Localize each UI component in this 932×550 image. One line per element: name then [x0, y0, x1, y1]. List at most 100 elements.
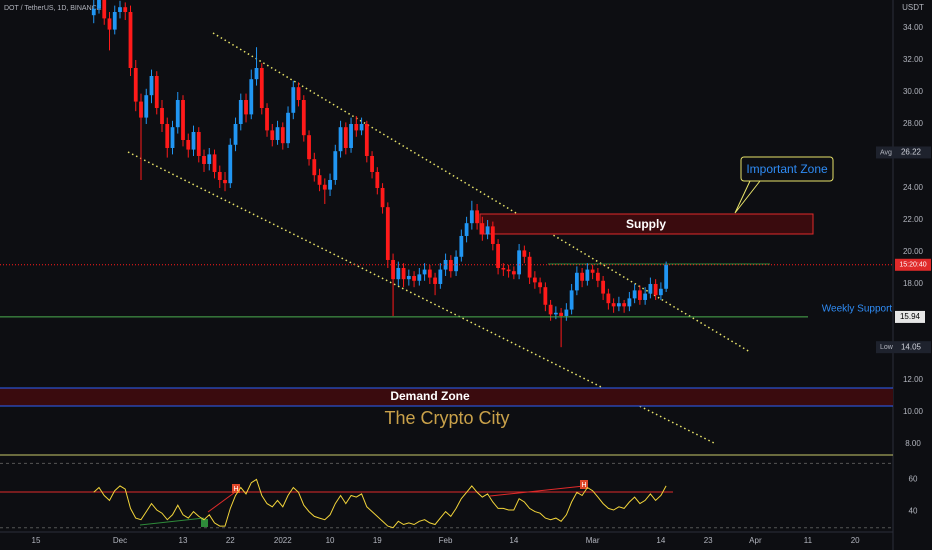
candle-body [359, 123, 364, 131]
candle-body [118, 7, 122, 12]
candle-body [217, 171, 222, 180]
candle-body [233, 123, 238, 145]
candle-body [459, 235, 464, 257]
candle-body [91, 8, 96, 16]
callout-pointer [734, 180, 761, 214]
callout-label: Important Zone [746, 162, 828, 176]
candle-body [511, 271, 516, 275]
avg-name: Avg [880, 149, 892, 156]
candle-body [438, 269, 443, 284]
candle-body [175, 99, 180, 128]
candle-body [170, 127, 175, 148]
candle-body [265, 107, 269, 131]
candle-body [112, 11, 117, 30]
candle-body [485, 226, 490, 235]
candle-body [107, 18, 112, 30]
candle-body [333, 151, 338, 180]
candle-body [102, 0, 107, 19]
candle-body [664, 264, 669, 289]
candle-body [590, 269, 595, 273]
candle-body [97, 0, 101, 9]
candle-body [128, 11, 133, 68]
candle-body [595, 272, 600, 281]
avg-value: 26.22 [901, 148, 922, 157]
x-tick-label: 13 [179, 536, 188, 545]
candle-body [574, 272, 579, 291]
candle-body [527, 256, 532, 278]
candle-body [238, 99, 243, 124]
candle-body [312, 159, 317, 176]
candle-body [343, 127, 348, 148]
candle-body [443, 259, 448, 270]
supply-label: Supply [626, 217, 666, 231]
candle-body [622, 303, 627, 307]
low-name: Low [880, 344, 894, 351]
candle-body [349, 123, 353, 148]
divergence-marker [201, 519, 208, 527]
candle-body [469, 210, 474, 224]
candle-body [286, 112, 290, 144]
candle-body [149, 75, 154, 96]
candle-body [202, 155, 206, 164]
candle-body [396, 267, 401, 280]
x-tick-label: 15 [32, 536, 41, 545]
candle-body [212, 154, 217, 172]
avg-tag [876, 146, 931, 159]
candle-body [559, 312, 564, 316]
candle-body [501, 267, 506, 270]
y-tick-label: 34.00 [903, 23, 924, 32]
chart-title: DOT / TetherUS, 1D, BINANCE [4, 5, 102, 12]
rsi-line [93, 478, 667, 529]
candle-body [448, 259, 453, 272]
candle-body [380, 187, 385, 208]
candle-body [259, 67, 264, 108]
candle-body [391, 259, 395, 280]
y-tick-label: 20.00 [903, 247, 924, 256]
demand-zone [0, 388, 893, 406]
candle-body [616, 303, 621, 307]
candle-body [580, 272, 585, 281]
candle-body [196, 131, 201, 156]
supply-zone [479, 213, 814, 235]
candle-body [364, 123, 369, 156]
candle-body [632, 290, 637, 299]
upper-trendline [212, 32, 751, 353]
support-label: Weekly Support [822, 304, 893, 315]
demand-label: Demand Zone [390, 389, 470, 403]
x-tick-label: 14 [656, 536, 665, 545]
candle-body [385, 207, 390, 260]
candle-body [564, 309, 569, 316]
candle-body [606, 293, 611, 304]
support-price: 15.94 [900, 312, 921, 321]
y-tick-label: 30.00 [903, 87, 924, 96]
x-tick-label: 23 [704, 536, 713, 545]
candle-body [658, 288, 663, 296]
x-tick-label: 20 [851, 536, 860, 545]
candle-body [223, 179, 227, 184]
unit-label: USDT [902, 3, 924, 12]
candle-body [322, 184, 327, 190]
candle-body [637, 290, 642, 300]
y-tick-label: 32.00 [903, 55, 924, 64]
candle-body [643, 293, 648, 300]
candle-body [412, 275, 416, 281]
candle-body [538, 282, 543, 288]
candle-body [611, 303, 616, 307]
watermark: The Crypto City [384, 408, 509, 428]
y-tick-label: 22.00 [903, 215, 924, 224]
candle-body [433, 277, 437, 284]
candle-body [517, 250, 522, 275]
candle-body [475, 210, 479, 224]
support-tag [895, 310, 925, 323]
candle-body [280, 127, 285, 144]
candle-body [454, 256, 458, 272]
rsi-tick-label: 40 [909, 507, 918, 516]
x-tick-label: 10 [326, 536, 335, 545]
divergence-marker [232, 484, 240, 493]
x-tick-label: 14 [509, 536, 518, 545]
candle-body [627, 298, 632, 307]
candle-body [548, 304, 553, 315]
candle-body [328, 179, 332, 190]
low-value: 14.05 [901, 342, 922, 351]
candle-body [123, 7, 128, 12]
